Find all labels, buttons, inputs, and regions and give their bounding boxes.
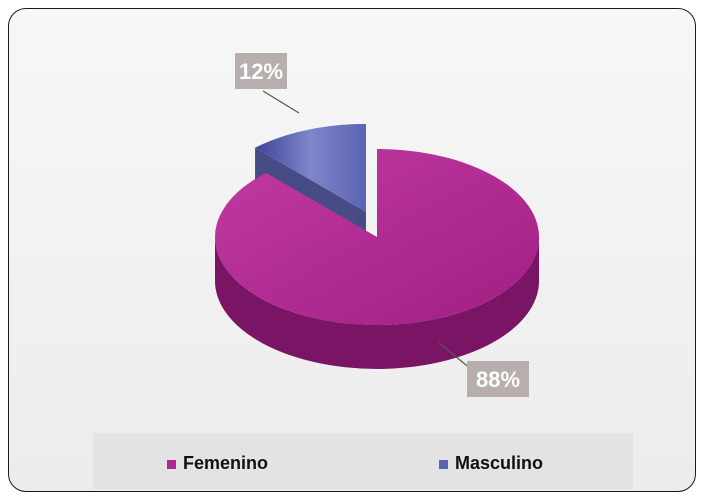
legend: Femenino Masculino	[167, 453, 543, 473]
pie-wall-femenino	[215, 237, 539, 369]
pie-chart: 88% 12% Femenino Masculino	[93, 53, 633, 489]
data-label-masculino: 12%	[239, 59, 283, 84]
pie-slice-femenino	[214, 149, 539, 325]
legend-label-masculino: Masculino	[455, 453, 543, 473]
pie-slice-masculino	[255, 123, 366, 212]
legend-background	[93, 433, 633, 489]
data-label-box-masculino	[235, 53, 287, 89]
leader-line-femenino	[438, 342, 472, 370]
data-label-box-femenino	[467, 361, 529, 397]
data-label-femenino: 88%	[476, 367, 520, 392]
data-label-layer: 88% 12%	[235, 53, 529, 397]
leader-line-masculino	[262, 90, 300, 114]
legend-swatch-femenino	[167, 460, 176, 469]
legend-swatch-masculino	[439, 460, 448, 469]
pie-layer	[214, 123, 539, 369]
chart-frame: 88% 12% Femenino Masculino	[8, 8, 696, 492]
legend-label-femenino: Femenino	[183, 453, 268, 473]
